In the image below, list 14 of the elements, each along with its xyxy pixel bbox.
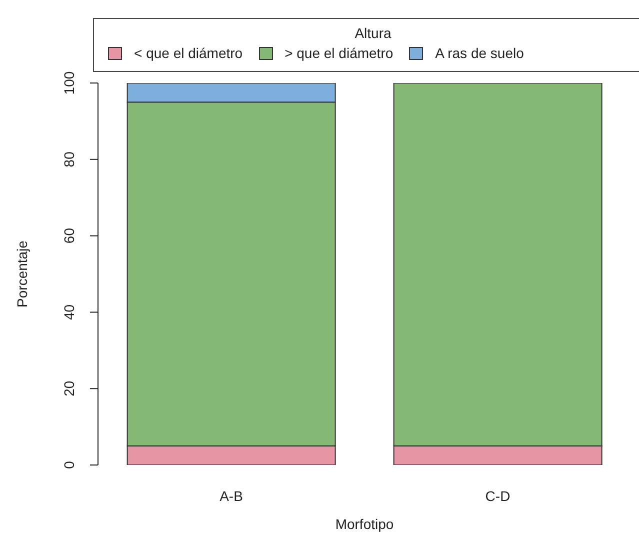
legend-label: > que el diámetro — [284, 45, 394, 61]
y-axis-title: Porcentaje — [14, 240, 30, 308]
legend-title: Altura — [354, 25, 392, 41]
y-tick-label: 20 — [61, 380, 77, 396]
legend-label: < que el diámetro — [134, 45, 243, 61]
y-tick-label: 60 — [61, 228, 77, 244]
y-tick-label: 100 — [61, 71, 77, 95]
x-tick-label: C-D — [485, 488, 510, 504]
x-axis-title: Morfotipo — [335, 516, 394, 532]
legend-label: A ras de suelo — [435, 45, 524, 61]
y-tick-label: 40 — [61, 304, 77, 320]
x-tick-label: A-B — [220, 488, 243, 504]
y-tick-label: 0 — [61, 460, 77, 469]
y-tick-label: 80 — [61, 151, 77, 168]
